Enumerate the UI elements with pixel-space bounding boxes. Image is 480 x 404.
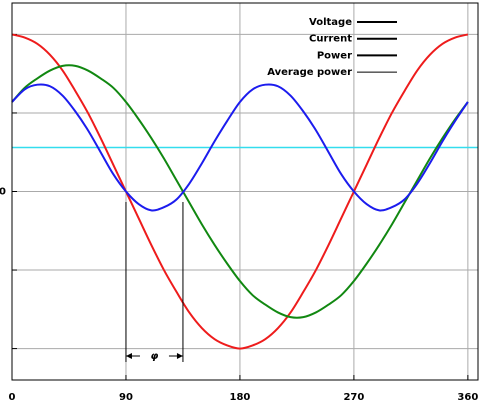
- series-line: [11, 64, 469, 319]
- legend-label: Average power: [267, 67, 352, 78]
- x-tick-label: 90: [119, 392, 133, 403]
- plot-frame: [11, 2, 479, 381]
- y-tick-label: 0: [0, 187, 6, 198]
- x-tick-label: 180: [229, 392, 250, 403]
- phase-label: φ: [151, 351, 159, 362]
- legend-label: Voltage: [309, 17, 352, 28]
- arrow-head: [125, 353, 183, 359]
- x-tick-label: 270: [343, 392, 364, 403]
- series-line: [11, 33, 469, 350]
- legend-label: Current: [309, 34, 352, 45]
- legend-label: Power: [317, 50, 352, 61]
- series-line: [11, 83, 469, 212]
- x-tick-label: 0: [9, 392, 16, 403]
- x-tick-label: 360: [457, 392, 478, 403]
